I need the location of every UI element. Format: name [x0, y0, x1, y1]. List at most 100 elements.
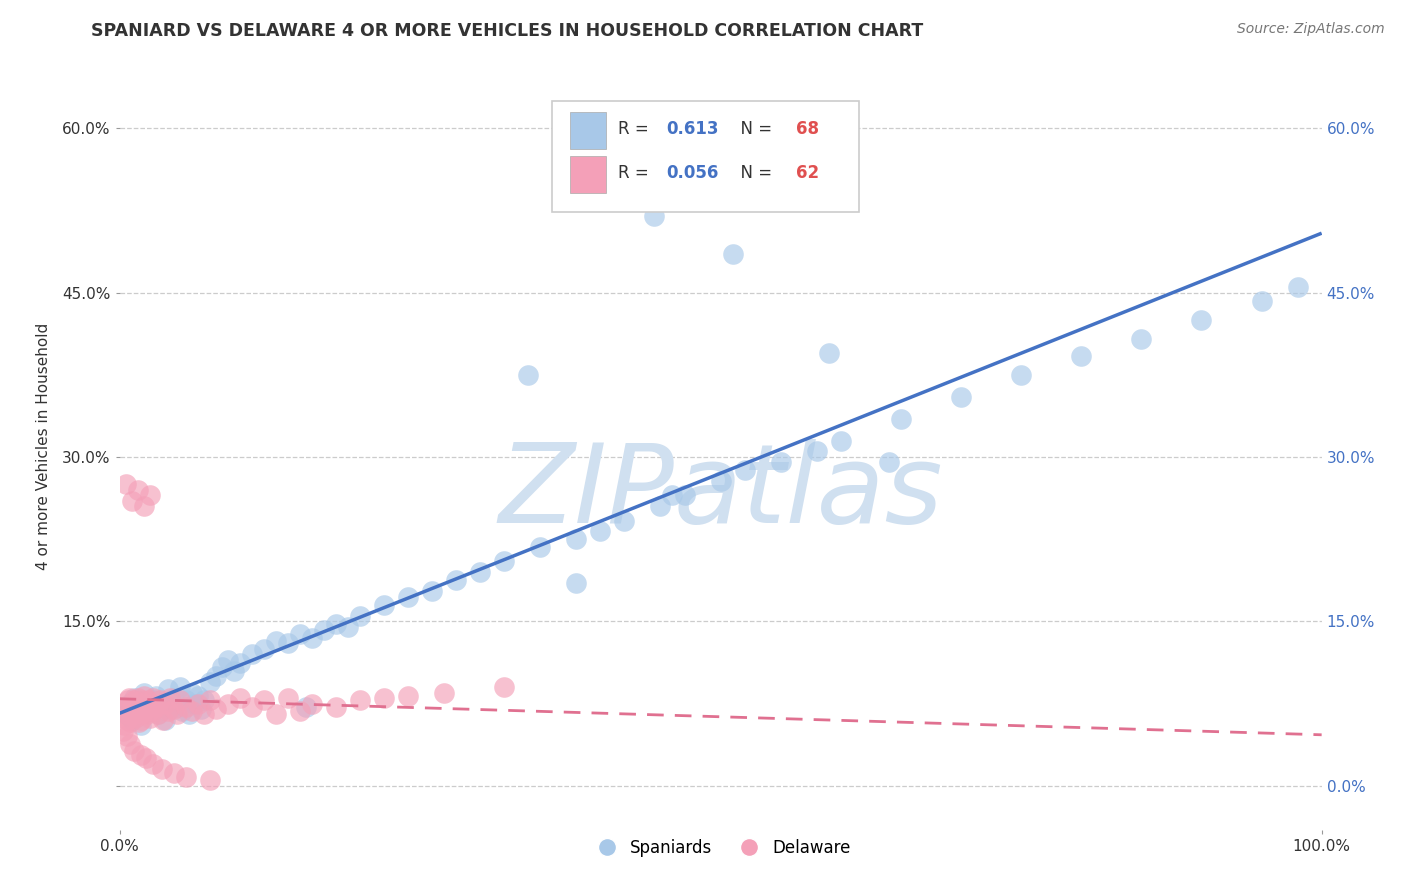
- Point: [162, 702, 184, 716]
- Point: [132, 704, 155, 718]
- Point: [121, 697, 143, 711]
- Point: [643, 209, 665, 223]
- Point: [132, 685, 155, 699]
- Point: [136, 707, 159, 722]
- Text: 0.613: 0.613: [666, 120, 718, 138]
- Y-axis label: 4 or more Vehicles in Household: 4 or more Vehicles in Household: [37, 322, 51, 570]
- Point: [1130, 332, 1153, 346]
- Point: [565, 532, 588, 546]
- Point: [187, 697, 209, 711]
- Point: [138, 711, 160, 725]
- Point: [949, 390, 972, 404]
- Point: [150, 762, 173, 776]
- Point: [174, 770, 197, 784]
- Point: [127, 691, 149, 706]
- Point: [565, 576, 588, 591]
- Point: [150, 697, 173, 711]
- Point: [132, 500, 155, 514]
- Point: [121, 493, 143, 508]
- Point: [228, 656, 252, 670]
- Point: [1250, 294, 1272, 309]
- Point: [217, 653, 239, 667]
- Point: [142, 691, 165, 706]
- Point: [288, 704, 311, 718]
- Point: [349, 693, 371, 707]
- Legend: Spaniards, Delaware: Spaniards, Delaware: [583, 832, 858, 863]
- Point: [1010, 368, 1032, 382]
- Point: [288, 627, 311, 641]
- FancyBboxPatch shape: [571, 112, 606, 149]
- Point: [115, 713, 138, 727]
- Point: [589, 524, 612, 539]
- Point: [193, 693, 215, 707]
- Point: [174, 693, 197, 707]
- Point: [156, 704, 179, 718]
- Point: [146, 707, 169, 722]
- Point: [183, 697, 205, 711]
- Text: ZIPatlas: ZIPatlas: [498, 439, 943, 546]
- Point: [180, 685, 202, 699]
- Point: [325, 616, 347, 631]
- Point: [149, 693, 172, 707]
- Point: [114, 707, 136, 722]
- Point: [117, 707, 139, 722]
- Point: [128, 697, 150, 711]
- Point: [166, 707, 188, 722]
- Point: [187, 689, 209, 703]
- Point: [709, 474, 731, 488]
- Point: [138, 693, 160, 707]
- Point: [135, 751, 157, 765]
- FancyBboxPatch shape: [553, 101, 859, 212]
- Point: [264, 634, 287, 648]
- Point: [159, 691, 181, 706]
- Point: [301, 631, 323, 645]
- Point: [112, 723, 135, 738]
- Text: 68: 68: [796, 120, 820, 138]
- Point: [145, 699, 167, 714]
- Point: [153, 697, 176, 711]
- Point: [128, 715, 150, 730]
- Point: [529, 540, 551, 554]
- Point: [115, 730, 138, 744]
- Point: [121, 713, 143, 727]
- Point: [135, 697, 157, 711]
- Point: [169, 693, 191, 707]
- Point: [169, 680, 191, 694]
- Point: [142, 756, 165, 771]
- Point: [433, 685, 456, 699]
- Point: [277, 691, 299, 706]
- Point: [111, 704, 134, 718]
- FancyBboxPatch shape: [571, 156, 606, 193]
- Point: [198, 773, 221, 788]
- Point: [121, 707, 143, 722]
- Text: Source: ZipAtlas.com: Source: ZipAtlas.com: [1237, 22, 1385, 37]
- Point: [769, 455, 792, 469]
- Text: R =: R =: [619, 120, 654, 138]
- Point: [806, 444, 828, 458]
- Text: N =: N =: [730, 120, 778, 138]
- Point: [253, 641, 276, 656]
- Point: [877, 455, 900, 469]
- Point: [134, 702, 156, 716]
- Point: [650, 500, 672, 514]
- Text: 62: 62: [796, 164, 820, 182]
- Point: [120, 737, 142, 751]
- Point: [517, 368, 540, 382]
- Point: [494, 554, 516, 568]
- Point: [179, 707, 201, 722]
- Point: [373, 598, 395, 612]
- Point: [153, 713, 176, 727]
- Point: [211, 660, 233, 674]
- Point: [396, 591, 419, 605]
- Point: [114, 477, 136, 491]
- Point: [125, 699, 148, 714]
- Point: [180, 704, 202, 718]
- Point: [156, 682, 179, 697]
- Point: [1189, 313, 1212, 327]
- Point: [114, 699, 136, 714]
- Point: [162, 691, 184, 706]
- Point: [264, 707, 287, 722]
- Text: N =: N =: [730, 164, 778, 182]
- Point: [127, 483, 149, 497]
- Point: [1286, 280, 1309, 294]
